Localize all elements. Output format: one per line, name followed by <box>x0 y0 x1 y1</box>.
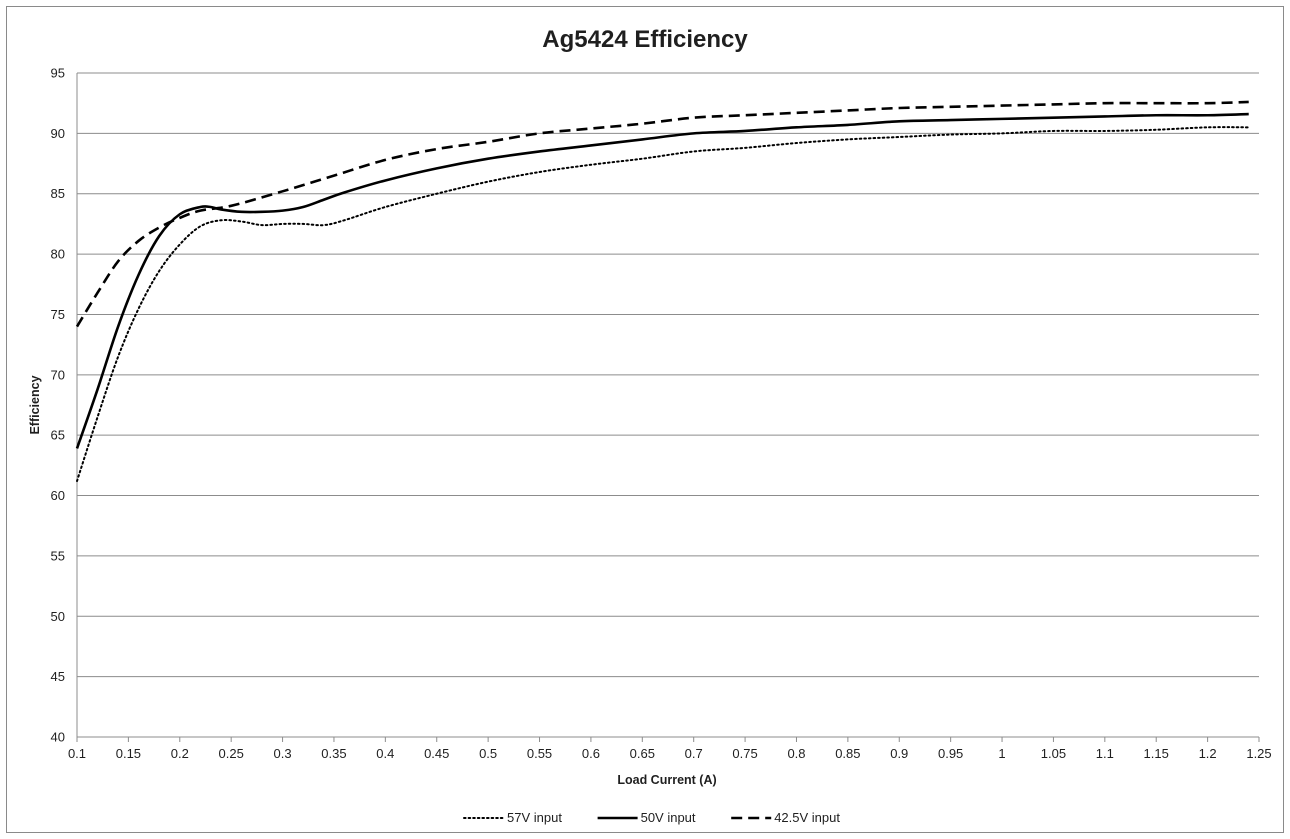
x-tick-label: 0.65 <box>630 746 655 761</box>
y-tick-label: 75 <box>51 307 65 322</box>
x-tick-label: 0.8 <box>787 746 805 761</box>
x-tick-label: 0.4 <box>376 746 394 761</box>
y-tick-label: 45 <box>51 669 65 684</box>
y-tick-labels: 40 45 50 55 60 65 70 75 80 85 90 95 <box>51 66 65 745</box>
series-lines <box>75 100 1250 483</box>
chart-title: Ag5424 Efficiency <box>542 26 748 53</box>
legend-label: 57V input <box>507 810 562 825</box>
axes <box>76 73 1260 742</box>
x-axis-title: Load Current (A) <box>617 773 716 787</box>
x-tick-label: 0.6 <box>582 746 600 761</box>
legend-label: 50V input <box>641 810 696 825</box>
y-tick-label: 60 <box>51 488 65 503</box>
x-tick-label: 0.15 <box>116 746 141 761</box>
x-tick-label: 0.85 <box>835 746 860 761</box>
y-tick-label: 85 <box>51 186 65 201</box>
legend-label: 42.5V input <box>774 810 840 825</box>
x-tick-label: 0.1 <box>68 746 86 761</box>
x-tick-label: 0.9 <box>890 746 908 761</box>
x-tick-label: 1.25 <box>1246 746 1271 761</box>
legend: 57V input 50V input 42.5V input <box>463 810 840 825</box>
y-tick-label: 80 <box>51 247 65 262</box>
x-tick-labels: 0.1 0.15 0.2 0.25 0.3 0.35 0.4 0.45 0.5 0.55 0.6 0.… <box>68 746 1272 761</box>
x-tick-label: 1.1 <box>1096 746 1114 761</box>
x-tick-label: 0.25 <box>219 746 244 761</box>
y-tick-label: 50 <box>51 609 65 624</box>
x-tick-label: 0.55 <box>527 746 552 761</box>
chart-frame <box>6 6 1284 833</box>
y-tick-label: 90 <box>51 126 65 141</box>
x-tick-label: 0.45 <box>424 746 449 761</box>
x-tick-label: 0.75 <box>732 746 757 761</box>
y-axis-title: Efficiency <box>28 375 42 434</box>
x-tick-label: 1.2 <box>1199 746 1217 761</box>
x-tick-label: 1 <box>998 746 1005 761</box>
y-tick-label: 70 <box>51 367 65 382</box>
x-tick-label: 0.5 <box>479 746 497 761</box>
x-tick-label: 0.2 <box>171 746 189 761</box>
series-line-57v-input <box>76 126 1250 483</box>
y-tick-label: 65 <box>51 428 65 443</box>
y-tick-label: 95 <box>51 66 65 81</box>
series-line-50v-input <box>75 112 1249 449</box>
y-tick-label: 40 <box>51 730 65 745</box>
x-tick-label: 0.7 <box>685 746 703 761</box>
x-tick-label: 0.35 <box>321 746 346 761</box>
x-tick-label: 1.05 <box>1041 746 1066 761</box>
x-tick-label: 0.95 <box>938 746 963 761</box>
x-tick-label: 0.3 <box>274 746 292 761</box>
y-tick-label: 55 <box>51 548 65 563</box>
series-line-42-5v-input <box>75 100 1249 328</box>
x-tick-label: 1.15 <box>1144 746 1169 761</box>
grid-lines <box>77 72 1259 678</box>
